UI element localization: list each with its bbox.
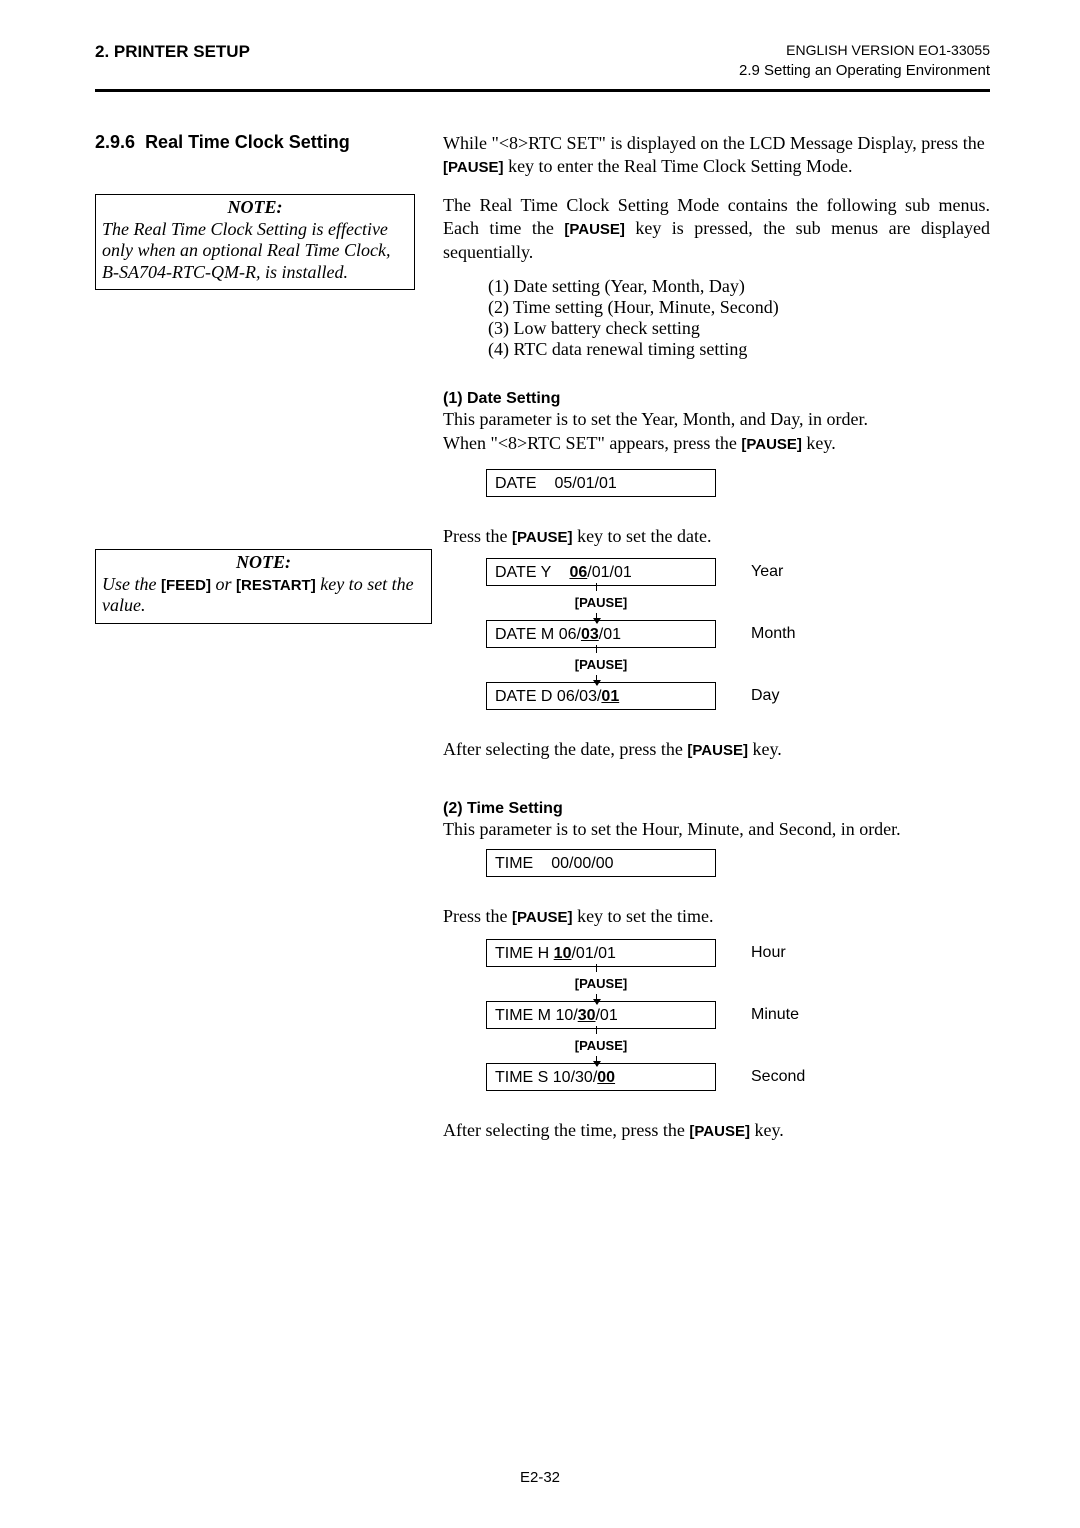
- note2-heading: NOTE:: [102, 552, 425, 574]
- time-flow: TIME H 10/01/01 Hour [PAUSE] TIME M 10/3…: [443, 939, 990, 1091]
- date-setting-p1: This parameter is to set the Year, Month…: [443, 408, 990, 431]
- intro-p1-a: While "<8>RTC SET" is displayed on the L…: [443, 133, 985, 153]
- lcd-time-hour: TIME H 10/01/01: [486, 939, 716, 967]
- submenu-item-4: (4) RTC data renewal timing setting: [488, 339, 990, 360]
- section-path: 2.9 Setting an Operating Environment: [95, 62, 990, 79]
- date-setting-section: (1) Date Setting This parameter is to se…: [443, 390, 990, 497]
- pause-key: [PAUSE]: [512, 909, 573, 926]
- pause-key: [PAUSE]: [689, 1123, 750, 1140]
- time-setting-section: (2) Time Setting This parameter is to se…: [443, 800, 990, 1142]
- content-area: 2.9.6 Real Time Clock Setting While "<8>…: [95, 132, 990, 1142]
- date-day-row: DATE D 06/03/01 Day: [486, 682, 990, 710]
- lcd-time-minute: TIME M 10/30/01: [486, 1001, 716, 1029]
- header-rule: [95, 89, 990, 92]
- pause-connector: [PAUSE]: [486, 1029, 716, 1063]
- feed-key: [FEED]: [161, 577, 211, 594]
- lcd-date-initial: DATE 05/01/01: [486, 469, 716, 497]
- intro-paragraph-1: While "<8>RTC SET" is displayed on the L…: [443, 132, 990, 179]
- note-box-1: NOTE: The Real Time Clock Setting is eff…: [95, 194, 415, 290]
- intro-p1-b: key to enter the Real Time Clock Setting…: [504, 156, 853, 176]
- section-number: 2.9.6: [95, 132, 135, 152]
- pause-label: [PAUSE]: [486, 976, 716, 991]
- lcd-date-year: DATE Y 06/01/01: [486, 558, 716, 586]
- time-minute-row: TIME M 10/30/01 Minute: [486, 1001, 990, 1029]
- pause-connector: [PAUSE]: [486, 648, 716, 682]
- time-p3-b: key to set the time.: [573, 906, 714, 926]
- date-setting-heading: (1) Date Setting: [443, 390, 990, 408]
- date-p2-a: When "<8>RTC SET" appears, press the: [443, 433, 741, 453]
- lcd-date-day: DATE D 06/03/01: [486, 682, 716, 710]
- note1-row: NOTE: The Real Time Clock Setting is eff…: [95, 194, 990, 360]
- date-year-row: DATE Y 06/01/01 Year: [486, 558, 990, 586]
- date-flow-row: NOTE: Use the [FEED] or [RESTART] key to…: [95, 525, 990, 762]
- time-hour-row: TIME H 10/01/01 Hour: [486, 939, 990, 967]
- label-minute: Minute: [751, 1006, 799, 1024]
- time-p4-b: key.: [750, 1120, 784, 1140]
- lcd-date-month: DATE M 06/03/01: [486, 620, 716, 648]
- submenu-item-1: (1) Date setting (Year, Month, Day): [488, 276, 990, 297]
- time-second-row: TIME S 10/30/00 Second: [486, 1063, 990, 1091]
- pause-label: [PAUSE]: [486, 657, 716, 672]
- date-month-row: DATE M 06/03/01 Month: [486, 620, 990, 648]
- pause-key: [PAUSE]: [564, 221, 625, 238]
- lcd-time-value: 00/00/00: [551, 855, 613, 872]
- pause-key: [PAUSE]: [687, 742, 748, 759]
- section-heading-row: 2.9.6 Real Time Clock Setting While "<8>…: [95, 132, 990, 182]
- date-p3-a: Press the: [443, 526, 512, 546]
- label-day: Day: [751, 687, 779, 705]
- date-setting-p3: Press the [PAUSE] key to set the date.: [443, 525, 990, 548]
- time-setting-p4: After selecting the time, press the [PAU…: [443, 1119, 990, 1142]
- lcd-time-label: TIME: [495, 855, 533, 872]
- section-title-text: Real Time Clock Setting: [145, 132, 350, 152]
- note-box-2: NOTE: Use the [FEED] or [RESTART] key to…: [95, 549, 432, 624]
- pause-key: [PAUSE]: [741, 436, 802, 453]
- lcd-date-label: DATE: [495, 475, 536, 492]
- submenu-list: (1) Date setting (Year, Month, Day) (2) …: [443, 276, 990, 360]
- section-heading: 2.9.6 Real Time Clock Setting: [95, 132, 440, 153]
- time-setting-p3: Press the [PAUSE] key to set the time.: [443, 905, 990, 928]
- label-hour: Hour: [751, 944, 786, 962]
- note1-heading: NOTE:: [102, 197, 408, 219]
- time-p3-a: Press the: [443, 906, 512, 926]
- note1-text: The Real Time Clock Setting is effective…: [102, 219, 408, 284]
- pause-label: [PAUSE]: [486, 1038, 716, 1053]
- date-p4-b: key.: [748, 739, 782, 759]
- label-year: Year: [751, 563, 783, 581]
- label-second: Second: [751, 1068, 805, 1086]
- label-month: Month: [751, 625, 795, 643]
- pause-key: [PAUSE]: [512, 529, 573, 546]
- lcd-time-second: TIME S 10/30/00: [486, 1063, 716, 1091]
- date-p2-b: key.: [802, 433, 836, 453]
- date-flow: DATE Y 06/01/01 Year [PAUSE] DATE M 06/0…: [443, 558, 990, 710]
- pause-key: [PAUSE]: [443, 159, 504, 176]
- doc-version: ENGLISH VERSION EO1-33055: [786, 42, 990, 58]
- date-setting-p4: After selecting the date, press the [PAU…: [443, 738, 990, 761]
- pause-connector: [PAUSE]: [486, 967, 716, 1001]
- lcd-time-initial: TIME 00/00/00: [486, 849, 716, 877]
- time-setting-heading: (2) Time Setting: [443, 800, 990, 818]
- lcd-date-value: 05/01/01: [554, 475, 616, 492]
- page-number: E2-32: [0, 1469, 1080, 1486]
- time-setting-p1: This parameter is to set the Hour, Minut…: [443, 818, 990, 841]
- chapter-title: 2. PRINTER SETUP: [95, 42, 250, 62]
- date-setting-p2: When "<8>RTC SET" appears, press the [PA…: [443, 432, 990, 455]
- date-p3-b: key to set the date.: [573, 526, 712, 546]
- time-p4-a: After selecting the time, press the: [443, 1120, 689, 1140]
- date-p4-a: After selecting the date, press the: [443, 739, 687, 759]
- intro-paragraph-2: The Real Time Clock Setting Mode contain…: [443, 194, 990, 264]
- pause-label: [PAUSE]: [486, 595, 716, 610]
- restart-key: [RESTART]: [236, 577, 316, 594]
- pause-connector: [PAUSE]: [486, 586, 716, 620]
- submenu-item-3: (3) Low battery check setting: [488, 318, 990, 339]
- submenu-item-2: (2) Time setting (Hour, Minute, Second): [488, 297, 990, 318]
- note2-text: Use the [FEED] or [RESTART] key to set t…: [102, 574, 425, 617]
